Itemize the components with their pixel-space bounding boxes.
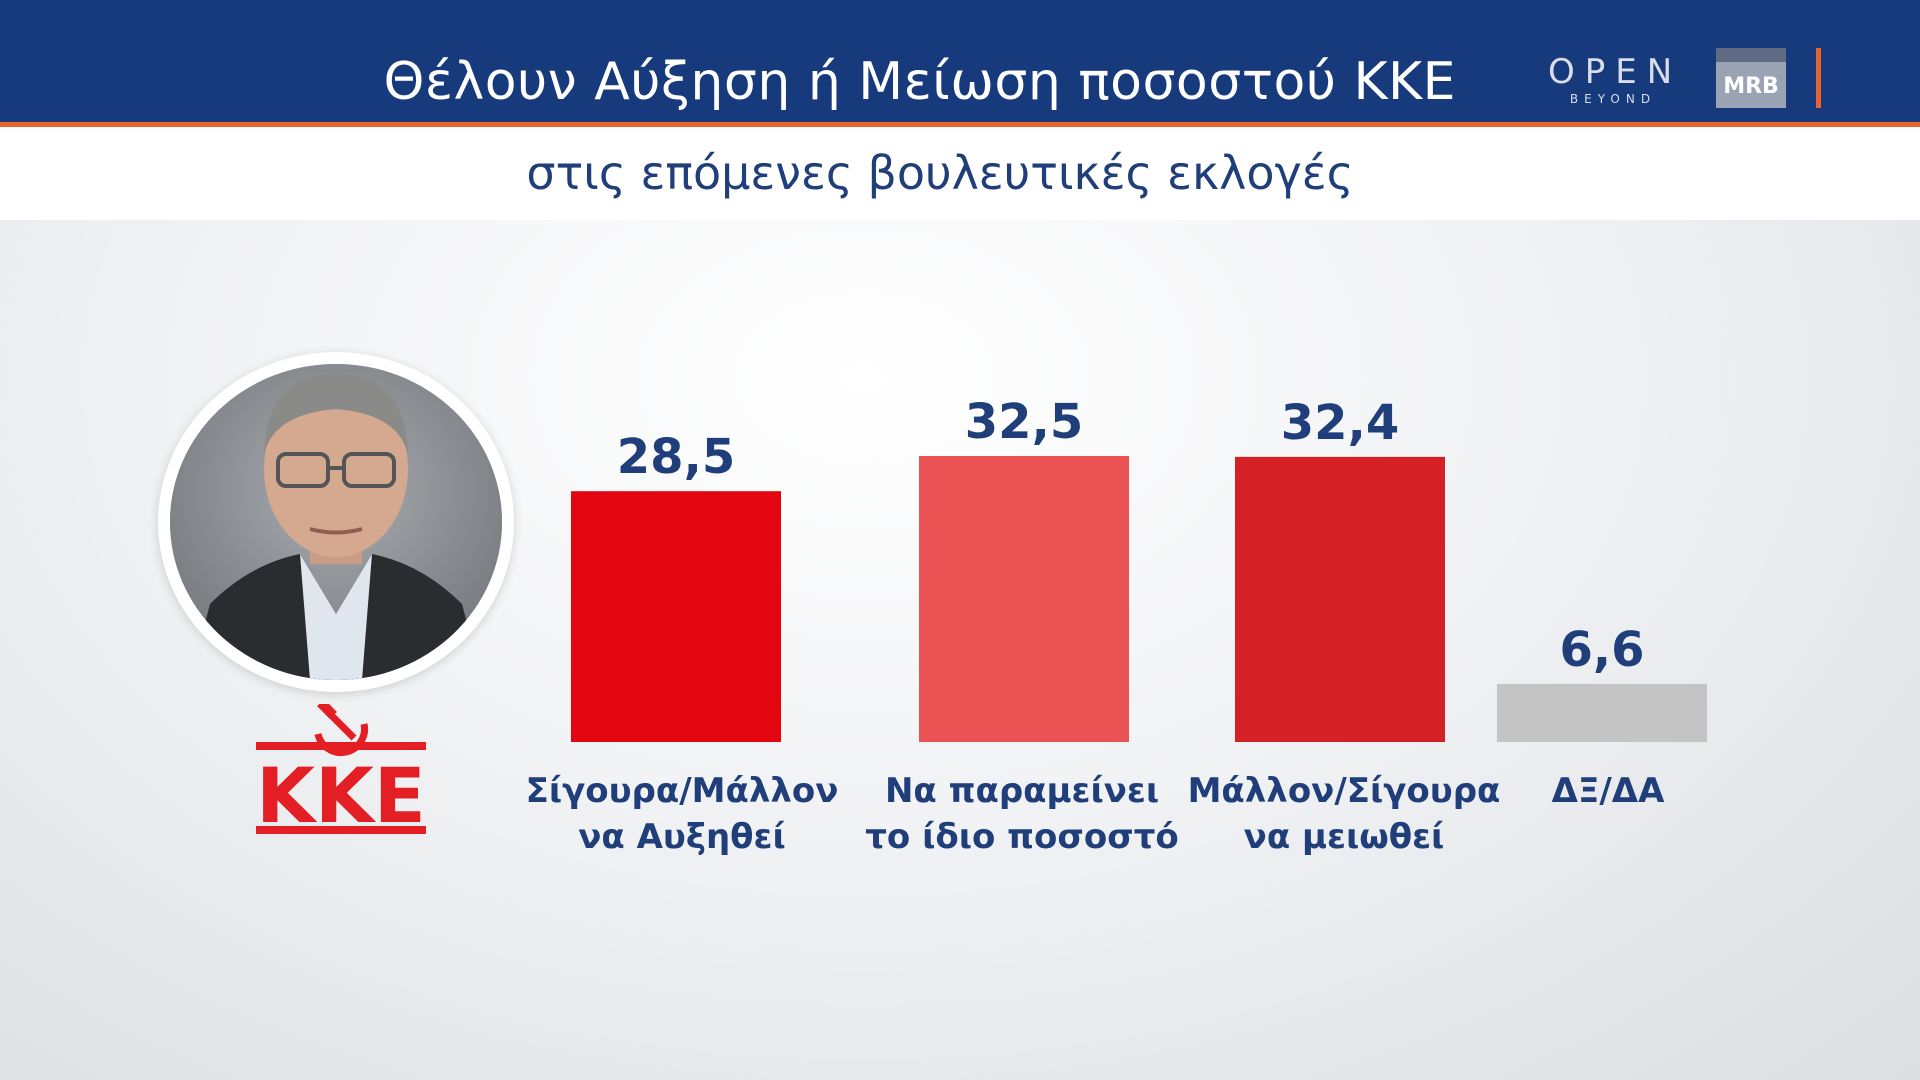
open-channel-logo: OPEN BEYOND xyxy=(1548,52,1678,110)
kke-logo-letters: KKE xyxy=(256,751,426,836)
category-label-2-line-1: Να παραμείνει xyxy=(885,771,1159,811)
header-bar xyxy=(0,0,1920,122)
value-label-1: 28,5 xyxy=(617,429,735,485)
value-label-2: 32,5 xyxy=(965,394,1083,450)
category-label-2-line-2: το ίδιο ποσοστό xyxy=(865,817,1179,857)
category-label-1-line-2: να Αυξηθεί xyxy=(578,817,785,857)
category-label-3-line-1: Μάλλον/Σίγουρα xyxy=(1188,771,1501,811)
open-logo-text: OPEN xyxy=(1548,52,1683,92)
mrb-logo: MRB xyxy=(1716,48,1786,108)
category-label-1-line-1: Σίγουρα/Μάλλον xyxy=(526,771,839,811)
chart-subtitle: στις επόμενες βουλευτικές εκλογές xyxy=(526,146,1354,200)
bar-2 xyxy=(919,456,1129,742)
bar-3 xyxy=(1235,456,1445,742)
leader-illustration xyxy=(170,364,502,680)
leader-photo xyxy=(170,364,502,680)
header-accent-line xyxy=(0,122,1920,127)
chart-title: Θέλουν Αύξηση ή Μείωση ποσοστού ΚΚΕ xyxy=(383,52,1456,112)
value-label-4: 6,6 xyxy=(1559,622,1644,678)
category-label-3-line-2: να μειωθεί xyxy=(1244,817,1445,857)
hammer-sickle-icon: KKE xyxy=(256,699,426,840)
bar-4 xyxy=(1497,683,1707,742)
kke-party-logo: KKE xyxy=(256,699,426,840)
header-orange-tick xyxy=(1816,48,1821,108)
category-label-4-line-1: ΔΞ/ΔΑ xyxy=(1552,771,1666,811)
value-label-3: 32,4 xyxy=(1281,395,1399,451)
mrb-logo-text: MRB xyxy=(1723,74,1779,99)
subtitle-band xyxy=(0,127,1920,220)
leader-portrait xyxy=(158,352,514,692)
bar-1 xyxy=(571,491,781,742)
open-logo-subtext: BEYOND xyxy=(1569,92,1657,106)
